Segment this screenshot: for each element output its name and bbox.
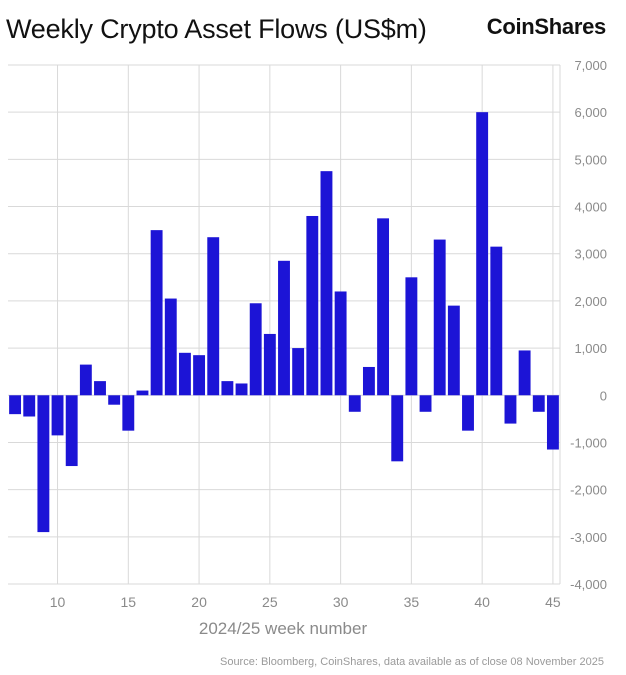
bar-week-44 (532, 395, 545, 412)
bar-week-41 (490, 246, 503, 396)
x-tick-label: 15 (121, 594, 137, 610)
bar-week-23 (235, 383, 248, 396)
bar-week-28 (306, 215, 319, 396)
bar-week-43 (518, 350, 531, 396)
bar-week-29 (320, 171, 333, 396)
bar-week-38 (447, 305, 460, 396)
x-tick-label: 30 (333, 594, 349, 610)
coinshares-logo: CoinShares (486, 14, 607, 39)
y-tick-label: -1,000 (570, 435, 607, 450)
bar-week-18 (164, 298, 177, 396)
y-tick-label: 1,000 (574, 341, 607, 356)
bar-week-40 (476, 112, 489, 396)
x-tick-label: 20 (191, 594, 207, 610)
bar-week-42 (504, 395, 517, 424)
y-tick-label: -3,000 (570, 530, 607, 545)
bar-week-25 (263, 333, 276, 396)
y-tick-label: 0 (600, 388, 607, 403)
bar-week-20 (193, 355, 206, 396)
bar-week-32 (362, 366, 375, 396)
x-tick-label: 35 (404, 594, 420, 610)
bar-week-35 (405, 277, 418, 396)
bar-week-21 (207, 237, 220, 396)
bar-week-33 (377, 218, 390, 396)
bar-week-37 (433, 239, 446, 396)
bar-week-26 (278, 260, 290, 396)
bar-week-31 (348, 395, 361, 412)
bar-week-7 (9, 395, 22, 415)
y-tick-label: 6,000 (574, 105, 607, 120)
bar-week-17 (150, 230, 163, 396)
chart-title: Weekly Crypto Asset Flows (US$m) (6, 14, 427, 44)
bar-week-24 (249, 303, 262, 396)
bar-week-30 (334, 291, 347, 396)
x-tick-label: 40 (474, 594, 490, 610)
y-tick-label: 5,000 (574, 152, 607, 167)
bar-week-34 (391, 395, 404, 462)
x-axis-label: 2024/25 week number (199, 619, 368, 638)
bar-week-12 (79, 364, 92, 396)
source-note: Source: Bloomberg, CoinShares, data avai… (219, 656, 604, 668)
bar-week-27 (292, 348, 305, 396)
y-axis-ticks: -4,000 -3,000 -2,000 -1,000 0 1,000 2,000 3,000… (570, 58, 607, 592)
bar-week-10 (51, 395, 64, 436)
bar-week-11 (65, 395, 78, 467)
bar-week-8 (23, 395, 36, 417)
bar-week-9 (37, 395, 50, 533)
bar-week-22 (221, 381, 234, 396)
y-tick-label: 2,000 (574, 294, 607, 309)
y-tick-label: -2,000 (570, 483, 607, 498)
x-axis-ticks: 10 15 20 25 30 35 40 45 (50, 594, 561, 610)
bar-week-14 (108, 395, 121, 405)
y-tick-label: 3,000 (574, 247, 607, 262)
bar-week-39 (462, 395, 474, 431)
y-tick-label: 4,000 (574, 200, 607, 215)
bar-week-15 (122, 395, 135, 431)
bar-week-45 (546, 395, 559, 450)
bar-week-16 (136, 390, 149, 396)
x-tick-label: 10 (50, 594, 66, 610)
bars (9, 112, 559, 533)
bar-week-36 (419, 395, 432, 412)
bar-week-13 (94, 381, 106, 396)
y-tick-label: 7,000 (574, 58, 607, 73)
x-tick-label: 25 (262, 594, 278, 610)
bar-week-19 (178, 352, 191, 396)
x-tick-label: 45 (545, 594, 561, 610)
y-tick-label: -4,000 (570, 577, 607, 592)
